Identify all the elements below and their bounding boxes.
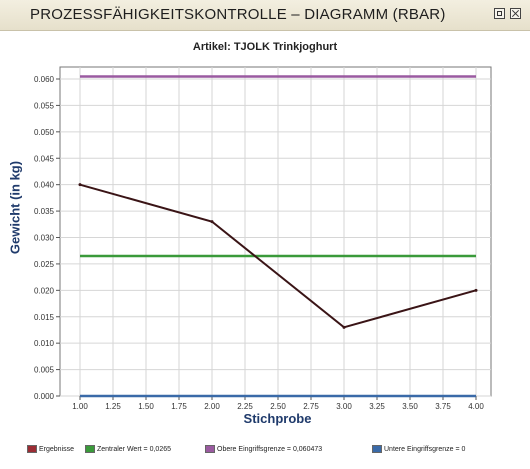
legend-swatch: [27, 445, 37, 454]
legend-swatch: [205, 445, 215, 454]
y-tick-label: 0.010: [34, 339, 55, 348]
y-tick-label: 0.030: [34, 234, 55, 243]
x-tick-label: 2.00: [204, 402, 220, 411]
window-title: PROZESSFÄHIGKEITSKONTROLLE – DIAGRAMM (R…: [30, 6, 446, 23]
y-tick-label: 0.055: [34, 101, 55, 110]
data-point: [210, 220, 214, 224]
legend-item: Obere Eingriffsgrenze = 0,060473: [205, 444, 322, 457]
x-tick-label: 3.25: [369, 402, 385, 411]
x-tick-label: 1.25: [105, 402, 121, 411]
legend-swatch: [85, 445, 95, 454]
legend-item: Untere Eingriffsgrenze = 0: [372, 444, 465, 457]
x-axis-title: Stichprobe: [243, 411, 312, 426]
x-tick-label: 1.00: [72, 402, 88, 411]
data-point: [474, 288, 478, 292]
series-line-ergebnisse: [79, 183, 477, 329]
chart-title: Artikel: TJOLK Trinkjoghurt: [192, 41, 338, 53]
y-tick-label: 0.040: [34, 181, 55, 190]
legend-label: Zentraler Wert = 0,0265: [97, 446, 171, 453]
y-tick-label: 0.035: [34, 207, 55, 216]
x-tick-label: 3.50: [402, 402, 418, 411]
x-tick-label: 3.75: [435, 402, 451, 411]
x-tick-label: 1.75: [171, 402, 187, 411]
legend-label: Ergebnisse: [39, 446, 75, 453]
x-tick-label: 3.00: [336, 402, 352, 411]
y-tick-label: 0.025: [34, 260, 55, 269]
x-tick-label: 2.25: [237, 402, 253, 411]
y-tick-label: 0.015: [34, 313, 55, 322]
legend-swatch: [372, 445, 382, 454]
window-titlebar: PROZESSFÄHIGKEITSKONTROLLE – DIAGRAMM (R…: [0, 0, 530, 31]
legend-item: Ergebnisse: [27, 444, 74, 457]
legend-label: Obere Eingriffsgrenze = 0,060473: [217, 446, 323, 453]
y-tick-label: 0.020: [34, 286, 55, 295]
legend-item: Zentraler Wert = 0,0265: [85, 444, 171, 457]
data-point: [342, 325, 346, 329]
x-tick-label: 4.00: [468, 402, 484, 411]
plot-frame: [59, 66, 492, 397]
y-tick-label: 0.000: [34, 392, 55, 401]
y-axis-title: Gewicht (in kg): [7, 160, 23, 255]
legend-label: Untere Eingriffsgrenze = 0: [384, 446, 466, 453]
restore-window-icon[interactable]: [494, 8, 505, 19]
y-tick-label: 0.050: [34, 128, 55, 137]
x-tick-label: 2.50: [270, 402, 286, 411]
x-tick-label: 1.50: [138, 402, 154, 411]
chart-legend: Ergebnisse Zentraler Wert = 0,0265 Obere E…: [27, 444, 500, 457]
data-point: [78, 183, 82, 187]
y-tick-label: 0.005: [34, 366, 55, 375]
y-tick-label: 0.060: [34, 75, 55, 84]
y-tick-label: 0.045: [34, 154, 55, 163]
close-window-icon[interactable]: [510, 8, 521, 19]
x-tick-label: 2.75: [303, 402, 319, 411]
